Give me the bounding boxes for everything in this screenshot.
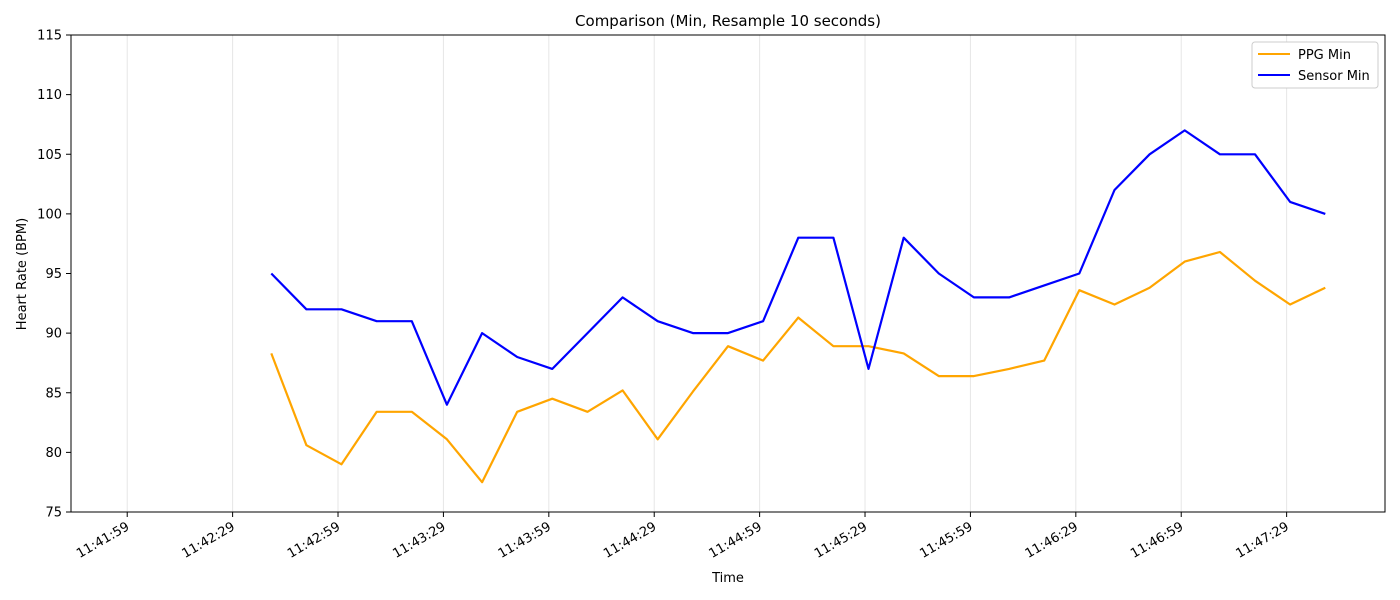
y-tick-label: 100 [37,207,62,222]
y-tick-label: 80 [45,446,62,461]
legend-label-ppg-min: PPG Min [1298,48,1351,63]
x-axis-label: Time [711,571,744,586]
y-tick-label: 105 [37,148,62,163]
legend-label-sensor-min: Sensor Min [1298,69,1370,84]
series-line-ppg-min [270,250,1326,484]
legend: PPG Min Sensor Min [1251,41,1379,89]
series-lines [270,129,1326,484]
chart-title: Comparison (Min, Resample 10 seconds) [575,12,881,30]
y-tick-label: 75 [45,506,62,521]
grid [126,35,1288,512]
y-tick-label: 95 [45,267,62,282]
series-line-sensor-min [270,129,1326,406]
y-tick-label: 115 [37,29,62,44]
y-axis-label: Heart Rate (BPM) [15,218,30,330]
y-tick-label: 85 [45,386,62,401]
y-tick-label: 110 [37,88,62,103]
y-axis: 75 80 85 90 95 100 105 110 115 [37,29,71,521]
y-tick-label: 90 [45,327,62,342]
